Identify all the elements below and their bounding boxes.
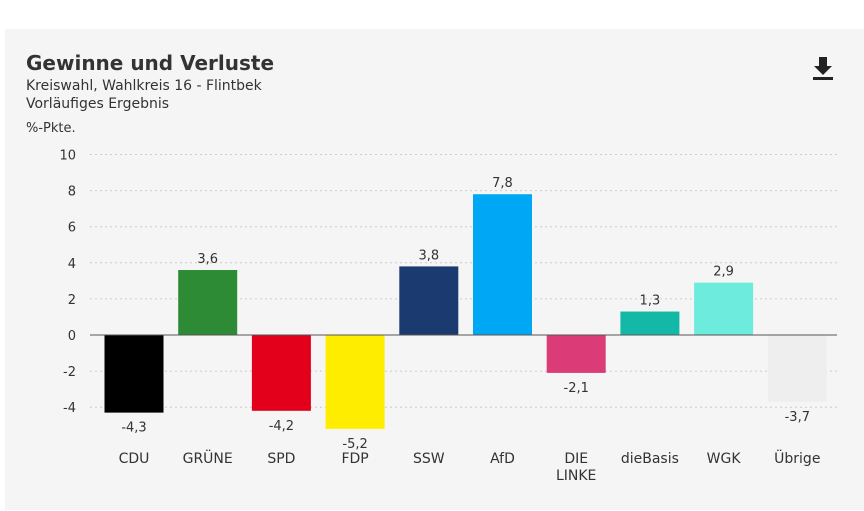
x-tick-label: Übrige [774,449,820,467]
x-tick-label: FDP [341,451,368,467]
bar [767,335,827,402]
x-tick-label: SPD [267,451,295,467]
download-icon [813,57,833,80]
result-note: Vorläufiges Ergebnis [26,96,170,112]
x-tick-label: DIE [564,451,588,467]
y-tick-label: -2 [63,365,76,380]
data-label: -5,2 [342,437,367,452]
chart-subtitle: Kreiswahl, Wahlkreis 16 - Flintbek [26,78,262,94]
bar [546,335,606,373]
data-label: -4,3 [121,421,146,436]
y-tick-label: 0 [68,329,76,344]
bar [251,335,311,411]
y-tick-label: 8 [68,185,76,200]
y-axis-label: %-Pkte. [26,121,76,136]
y-tick-label: 2 [68,293,76,308]
data-label: -3,7 [785,410,810,425]
bar [399,266,459,335]
download-button[interactable] [811,55,835,81]
bar [473,194,532,335]
x-tick-label: LINKE [556,468,596,484]
data-label: 7,8 [492,176,513,191]
x-tick-label: CDU [119,451,150,467]
bar [694,282,754,335]
y-tick-label: 10 [59,149,76,164]
x-tick-label: dieBasis [621,451,679,467]
data-label: -4,2 [269,419,294,434]
bar [178,270,238,335]
y-tick-label: -4 [63,401,76,416]
chart-title: Gewinne und Verluste [26,51,275,75]
data-label: -2,1 [564,381,589,396]
bar [104,335,164,413]
data-label: 2,9 [713,265,734,280]
x-tick-label: GRÜNE [183,449,233,467]
bar-chart: 10 8 6 4 2 0 -2 -4 -4,3 CDU 3,6 GRÜNE -4,2 SPD -5,2FDP… [59,149,837,484]
x-tick-label: SSW [413,451,445,467]
x-tick-label: WGK [707,451,742,467]
data-label: 1,3 [640,294,661,309]
y-tick-label: 4 [68,257,76,272]
bar [325,335,385,429]
bar [620,311,680,335]
x-tick-label: AfD [490,451,515,467]
data-label: 3,6 [197,252,218,267]
y-tick-label: 6 [68,221,76,236]
chart-card: Gewinne und Verluste Kreiswahl, Wahlkrei… [5,29,864,510]
data-label: 3,8 [418,248,439,263]
